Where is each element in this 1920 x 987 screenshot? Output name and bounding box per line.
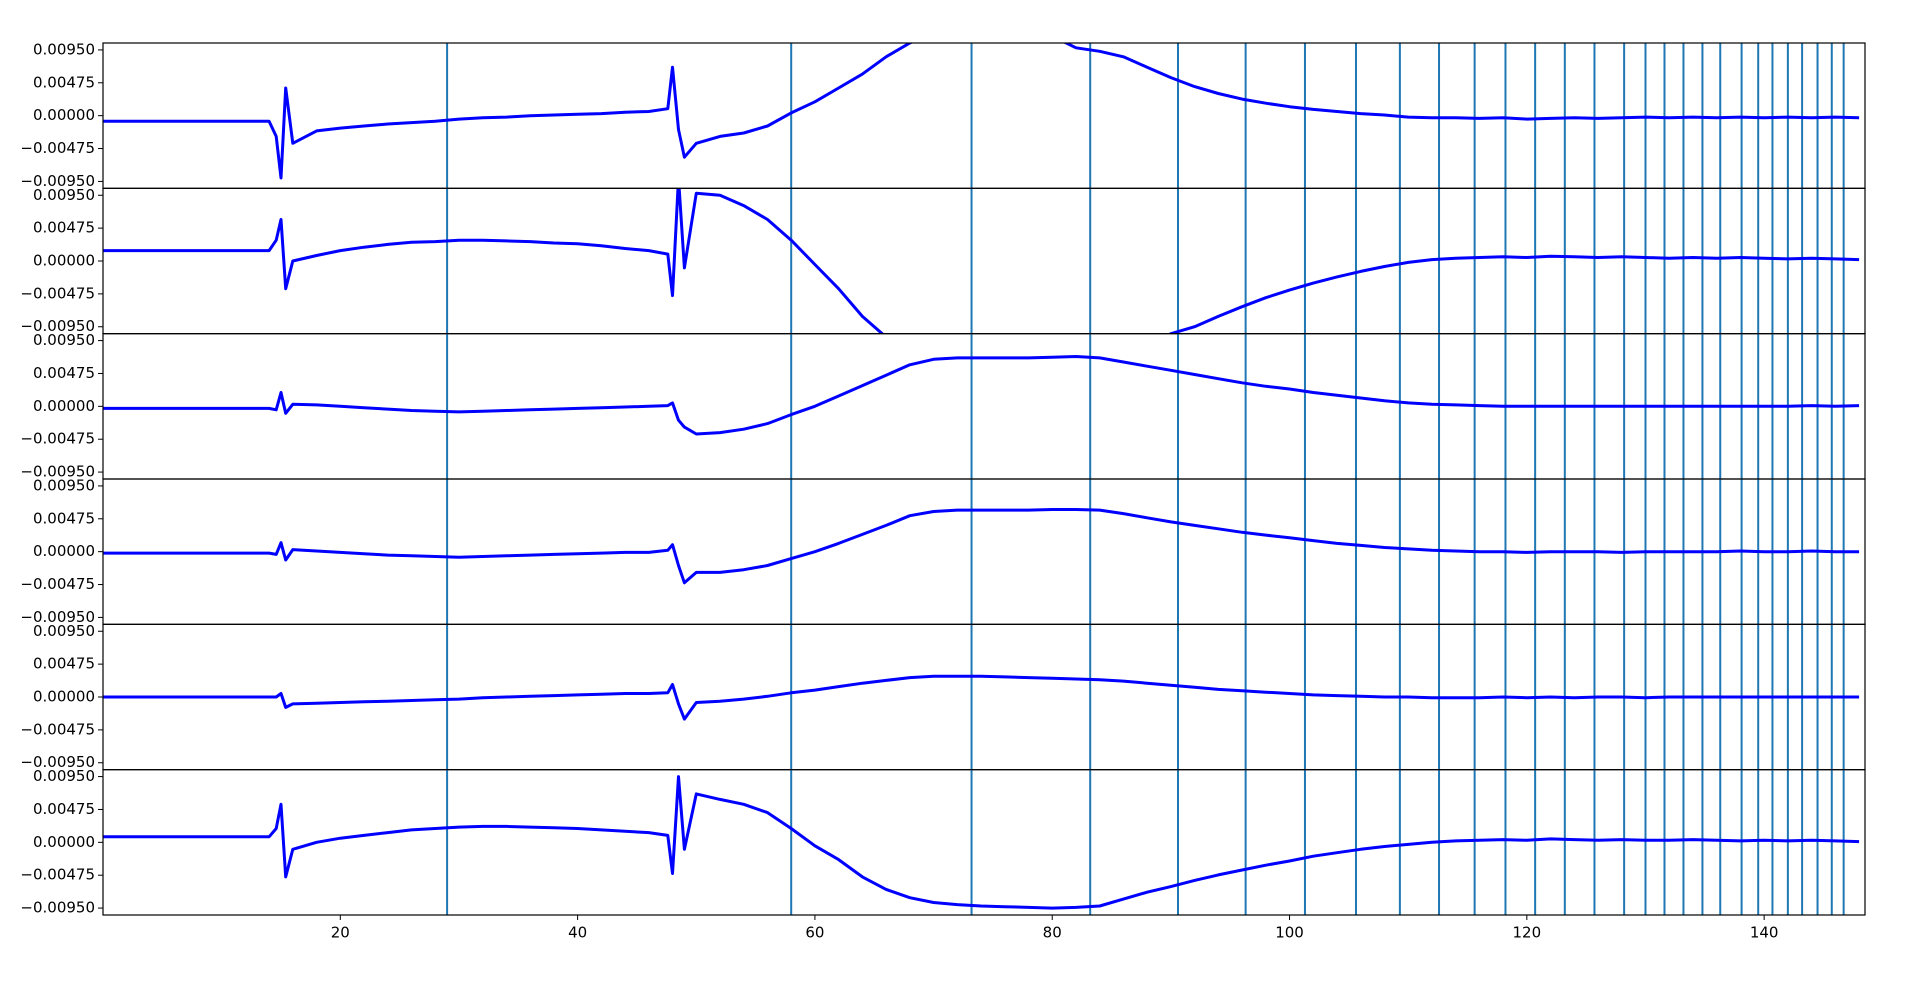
series-line — [103, 355, 1860, 436]
axes-frame — [102, 769, 1866, 916]
series-line — [103, 775, 1860, 910]
x-tick-label: 40 — [568, 924, 587, 942]
y-tick-label: −0.00950 — [20, 753, 95, 771]
x-tick-label: 20 — [331, 924, 350, 942]
y-tick-label: −0.00950 — [20, 172, 95, 190]
y-tick-label: 0.00475 — [33, 219, 95, 237]
y-tick-label: 0.00950 — [33, 40, 95, 58]
y-tick-label: 0.00950 — [33, 622, 95, 640]
axes-frame — [102, 42, 1866, 189]
y-tick-label: −0.00475 — [20, 284, 95, 302]
y-tick-label: −0.00950 — [20, 608, 95, 626]
y-tick-label: 0.00950 — [33, 186, 95, 204]
y-tick-label: 0.00000 — [33, 833, 95, 851]
y-tick-label: −0.00475 — [20, 720, 95, 738]
y-tick-label: −0.00950 — [20, 463, 95, 481]
y-tick-label: 0.00475 — [33, 364, 95, 382]
y-tick-label: 0.00000 — [33, 252, 95, 270]
series-line — [103, 508, 1860, 585]
x-tick-label: 140 — [1750, 924, 1779, 942]
axes-frame — [102, 187, 1866, 335]
y-tick-label: 0.00475 — [33, 655, 95, 673]
y-tick-label: −0.00475 — [20, 139, 95, 157]
x-tick-label: 100 — [1275, 924, 1304, 942]
y-tick-label: 0.00950 — [33, 476, 95, 494]
y-tick-label: 0.00475 — [33, 509, 95, 527]
y-tick-label: 0.00000 — [33, 106, 95, 124]
y-tick-label: −0.00475 — [20, 575, 95, 593]
x-tick-label: 120 — [1513, 924, 1542, 942]
series-line — [103, 674, 1860, 721]
x-tick-label: 60 — [805, 924, 824, 942]
y-tick-label: 0.00000 — [33, 688, 95, 706]
series-line — [103, 188, 1860, 334]
y-tick-label: 0.00950 — [33, 767, 95, 785]
panel — [103, 769, 1860, 915]
y-tick-label: −0.00950 — [20, 899, 95, 917]
panel — [103, 43, 1860, 189]
panel — [103, 624, 1860, 770]
panel — [103, 188, 1860, 334]
y-tick-label: 0.00000 — [33, 397, 95, 415]
panel — [103, 479, 1860, 625]
panel — [103, 333, 1860, 479]
y-tick-label: 0.00475 — [33, 800, 95, 818]
y-tick-label: 0.00950 — [33, 331, 95, 349]
y-tick-label: 0.00475 — [33, 73, 95, 91]
y-tick-label: −0.00475 — [20, 430, 95, 448]
y-tick-label: −0.00950 — [20, 317, 95, 335]
y-tick-label: −0.00475 — [20, 866, 95, 884]
x-tick-label: 80 — [1043, 924, 1062, 942]
y-tick-label: 0.00000 — [33, 542, 95, 560]
series-line — [103, 43, 1860, 180]
